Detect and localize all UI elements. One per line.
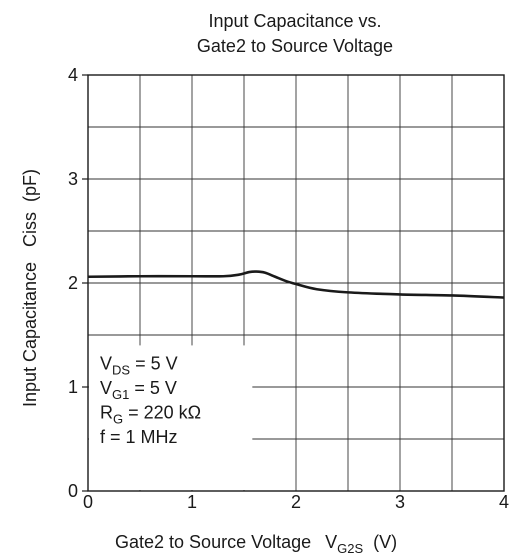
- annotation-line: f = 1 MHz: [100, 427, 178, 447]
- annotation-main: V: [100, 353, 112, 373]
- y-tick-label: 1: [68, 377, 78, 397]
- plot-frame: [87, 74, 505, 492]
- y-tick-label: 2: [68, 273, 78, 293]
- annotation-subscript: G1: [112, 387, 129, 402]
- x-tick-label: 3: [395, 492, 405, 512]
- annotation-line: VG1 = 5 V: [100, 378, 177, 402]
- x-axis-label: Gate2 to Source Voltage VG2S (V): [115, 532, 397, 556]
- chart-title-line-2: Gate2 to Source Voltage: [197, 36, 393, 56]
- series-line: [87, 270, 505, 299]
- annotation-subscript: G: [113, 411, 123, 426]
- annotation-subscript: DS: [112, 362, 130, 377]
- x-tick-labels: 0 1 2 3 4: [83, 492, 509, 512]
- annotation-rest: = 5 V: [129, 378, 177, 398]
- y-tick-labels: 0 1 2 3 4: [68, 65, 78, 501]
- x-tick-label: 0: [83, 492, 93, 512]
- annotation-main: V: [100, 378, 112, 398]
- y-tick-label: 0: [68, 481, 78, 501]
- chart-title-line-1: Input Capacitance vs.: [208, 11, 381, 31]
- x-axis-symbol-subscript: G2S: [337, 541, 363, 556]
- x-tick-label: 2: [291, 492, 301, 512]
- annotation-rest: = 220 kΩ: [123, 402, 201, 422]
- x-axis-label-text: Gate2 to Source Voltage: [115, 532, 311, 552]
- annotation-main: R: [100, 402, 113, 422]
- annotation-background: [89, 345, 253, 490]
- annotation-line: RG = 220 kΩ: [100, 402, 201, 426]
- annotation-line: VDS = 5 V: [100, 353, 178, 377]
- y-tick-label: 4: [68, 65, 78, 85]
- annotation-main: f = 1 MHz: [100, 427, 178, 447]
- y-tick-label: 3: [68, 169, 78, 189]
- y-axis-label: Input Capacitance Ciss (pF): [20, 169, 40, 407]
- x-axis-unit: (V): [373, 532, 397, 552]
- x-tick-label: 4: [499, 492, 509, 512]
- x-axis-symbol: V: [325, 532, 337, 552]
- annotation-rest: = 5 V: [130, 353, 178, 373]
- grid: [82, 74, 504, 492]
- x-tick-label: 1: [187, 492, 197, 512]
